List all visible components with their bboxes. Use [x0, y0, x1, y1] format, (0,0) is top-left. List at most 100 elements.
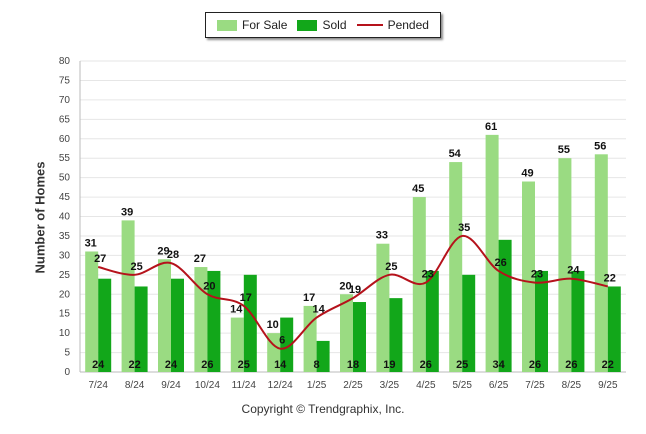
- for-sale-value-label: 55: [558, 144, 570, 156]
- bar-for-sale: [522, 181, 535, 372]
- y-tick-label: 70: [59, 95, 71, 106]
- pended-value-label: 17: [240, 292, 252, 304]
- bar-sold: [462, 274, 476, 372]
- pended-value-label: 25: [130, 261, 142, 273]
- bar-for-sale: [158, 259, 171, 372]
- x-tick-label: 8/24: [125, 380, 145, 391]
- y-tick-label: 0: [64, 367, 70, 378]
- bar-sold: [98, 278, 112, 372]
- bar-for-sale: [85, 251, 99, 372]
- pended-value-label: 19: [349, 284, 361, 296]
- for-sale-value-label: 31: [85, 237, 97, 249]
- bar-sold: [353, 302, 366, 372]
- for-sale-value-label: 56: [594, 140, 606, 152]
- bar-for-sale: [194, 267, 208, 372]
- bar-sold: [134, 286, 148, 372]
- sold-value-label: 18: [347, 359, 359, 371]
- y-tick-label: 5: [64, 348, 70, 359]
- y-tick-label: 80: [59, 56, 71, 67]
- x-tick-label: 7/25: [525, 380, 545, 391]
- sold-value-label: 34: [492, 359, 505, 371]
- bar-for-sale: [449, 162, 463, 372]
- for-sale-value-label: 54: [449, 148, 462, 160]
- bar-for-sale: [485, 134, 499, 372]
- x-tick-label: 4/25: [416, 380, 436, 391]
- x-tick-label: 1/25: [307, 380, 327, 391]
- x-tick-label: 3/25: [380, 380, 400, 391]
- y-tick-label: 40: [59, 212, 71, 223]
- bar-sold: [280, 317, 294, 372]
- bar-sold: [535, 270, 548, 372]
- y-tick-label: 75: [59, 75, 71, 86]
- for-sale-value-label: 20: [339, 280, 351, 292]
- x-tick-label: 9/25: [598, 380, 618, 391]
- sold-value-label: 24: [92, 359, 105, 371]
- legend-item-pended[interactable]: Pended: [356, 18, 429, 32]
- pended-value-label: 23: [531, 269, 543, 281]
- sold-value-label: 22: [128, 359, 140, 371]
- x-tick-label: 10/24: [195, 380, 220, 391]
- bar-for-sale: [303, 305, 317, 372]
- x-tick-label: 7/24: [88, 380, 108, 391]
- bar-sold: [571, 270, 585, 372]
- sold-value-label: 26: [529, 359, 541, 371]
- pended-value-label: 27: [94, 253, 106, 265]
- y-tick-label: 25: [59, 270, 71, 281]
- legend-item-for-sale[interactable]: For Sale: [217, 18, 287, 32]
- bar-for-sale: [558, 158, 572, 372]
- for-sale-value-label: 39: [121, 206, 133, 218]
- bar-sold: [243, 274, 257, 372]
- pended-value-label: 24: [567, 265, 580, 277]
- for-sale-value-label: 17: [303, 292, 315, 304]
- sold-value-label: 26: [420, 359, 432, 371]
- sold-swatch: [297, 19, 318, 31]
- y-tick-label: 20: [59, 289, 71, 300]
- pended-value-label: 28: [167, 249, 179, 261]
- for-sale-value-label: 29: [157, 245, 169, 257]
- pended-value-label: 26: [494, 257, 506, 269]
- bar-for-sale: [340, 294, 353, 372]
- pended-line: [97, 234, 609, 350]
- sold-value-label: 26: [201, 359, 213, 371]
- y-tick-label: 65: [59, 114, 71, 125]
- sold-value-label: 25: [456, 359, 468, 371]
- for-sale-value-label: 14: [230, 304, 243, 316]
- for-sale-value-label: 10: [267, 319, 279, 331]
- pended-swatch: [356, 24, 383, 26]
- x-tick-label: 11/24: [232, 380, 257, 391]
- pended-value-label: 6: [279, 335, 285, 347]
- y-axis-label: Number of Homes: [32, 161, 48, 274]
- y-tick-label: 50: [59, 173, 71, 184]
- for-sale-value-label: 27: [194, 253, 206, 265]
- pended-value-label: 35: [458, 222, 470, 234]
- sold-value-label: 22: [602, 359, 614, 371]
- sold-value-label: 14: [274, 359, 287, 371]
- pended-value-label: 23: [422, 269, 434, 281]
- legend-label-sold: Sold: [322, 18, 347, 32]
- for-sale-value-label: 61: [485, 121, 497, 133]
- for-sale-value-label: 49: [521, 168, 533, 180]
- legend-label-pended: Pended: [387, 18, 429, 32]
- sold-value-label: 24: [165, 359, 178, 371]
- for-sale-swatch: [217, 19, 238, 31]
- legend-label-for-sale: For Sale: [242, 18, 288, 32]
- pended-value-label: 20: [203, 280, 215, 292]
- y-tick-label: 55: [59, 153, 71, 164]
- legend-item-sold[interactable]: Sold: [297, 18, 347, 32]
- y-tick-label: 45: [59, 192, 71, 203]
- bar-sold: [425, 270, 439, 372]
- sold-value-label: 19: [383, 359, 395, 371]
- sold-value-label: 8: [314, 359, 320, 371]
- y-tick-label: 30: [59, 250, 71, 261]
- x-tick-label: 5/25: [452, 380, 472, 391]
- bar-sold: [607, 286, 621, 372]
- y-tick-label: 60: [59, 134, 71, 145]
- bar-for-sale: [230, 317, 244, 372]
- y-tick-label: 10: [59, 328, 71, 339]
- copyright-footer: Copyright © Trendgraphix, Inc.: [241, 402, 405, 416]
- x-tick-label: 2/25: [343, 380, 363, 391]
- sold-value-label: 25: [238, 359, 250, 371]
- pended-value-label: 25: [385, 261, 397, 273]
- sold-value-label: 26: [565, 359, 577, 371]
